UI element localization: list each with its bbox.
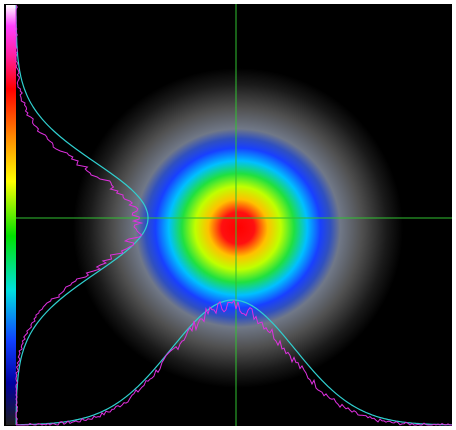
horizontal-profile [15, 299, 452, 426]
beam-spot [73, 68, 403, 388]
color-scale-bar [6, 5, 16, 425]
vertical-profile [15, 4, 144, 426]
vertical-fit-curve [15, 5, 149, 425]
